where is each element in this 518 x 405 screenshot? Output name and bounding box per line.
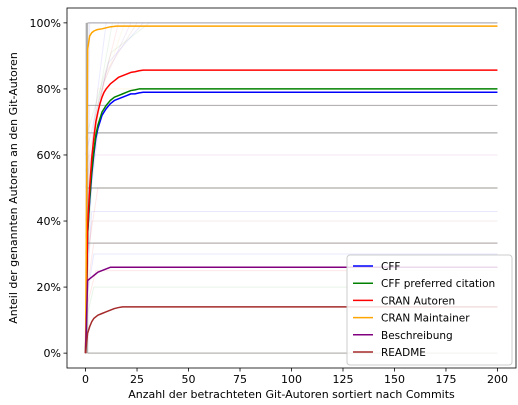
series-line-cff-preferred-citation (84, 88, 498, 354)
series-lines (84, 25, 498, 354)
legend-label: CFF (381, 261, 400, 273)
y-tick-label: 60% (37, 149, 61, 162)
x-tick-label: 175 (435, 373, 456, 386)
background-line (85, 22, 138, 172)
x-axis-label: Anzahl der betrachteten Git-Autoren sort… (128, 388, 455, 401)
legend-box (346, 254, 513, 366)
legend-label: CFF preferred citation (381, 278, 495, 290)
series-line-cran-maintainer (84, 25, 498, 354)
x-tick-label: 25 (130, 373, 144, 386)
x-tick-label: 125 (332, 373, 353, 386)
series-line-readme (84, 306, 498, 354)
series-line-cran-autoren (84, 69, 498, 354)
x-tick-label: 150 (384, 373, 405, 386)
y-tick-label: 40% (37, 215, 61, 228)
x-tick-label: 200 (487, 373, 508, 386)
y-tick-label: 80% (37, 83, 61, 96)
background-line (85, 22, 150, 139)
background-line (85, 22, 144, 156)
y-axis-label: Anteil der genannten Autoren an den Git-… (7, 52, 20, 324)
legend-label: README (381, 347, 426, 359)
y-tick-label: 100% (30, 17, 61, 30)
y-tick-label: 20% (37, 281, 61, 294)
legend-label: CRAN Autoren (381, 295, 455, 307)
legend-label: CRAN Maintainer (381, 313, 470, 325)
x-tick-label: 75 (233, 373, 247, 386)
y-tick-label: 0% (44, 347, 61, 360)
x-tick-label: 100 (281, 373, 302, 386)
x-tick-label: 0 (82, 373, 89, 386)
legend-label: Beschreibung (381, 330, 453, 342)
legend: CFF CFF preferred citation CRAN Autoren CRA… (346, 254, 513, 366)
x-tick-label: 50 (182, 373, 196, 386)
series-line-beschreibung (84, 266, 498, 354)
ticks: 0 25 50 75 100 125 150 175 200 0% 20% 40% 60% 80% 100% (30, 17, 508, 386)
